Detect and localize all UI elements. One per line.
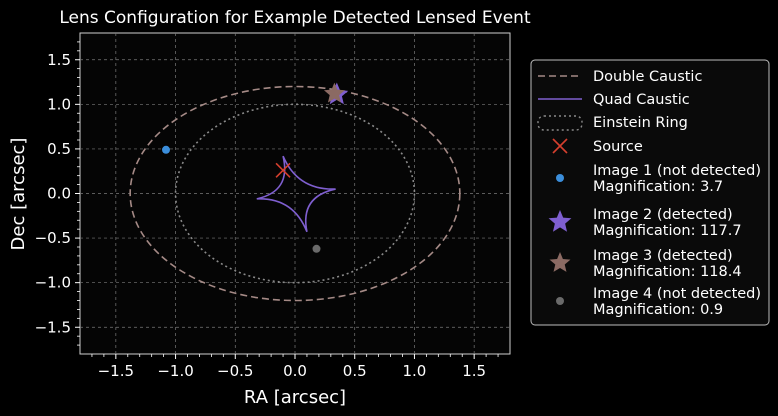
legend-image-1-label: Image 1 (not detected) — [593, 163, 761, 179]
image-3-marker — [323, 82, 345, 103]
x-tick-label: −1.5 — [98, 362, 134, 380]
source-cross-stroke — [275, 162, 291, 178]
legend-frame — [530, 59, 770, 326]
quad-caustic-curve — [256, 155, 336, 233]
x-tick-label: 1.5 — [462, 362, 486, 380]
y-tick-label: 1.5 — [47, 51, 71, 69]
legend-einstein-ring-label: Einstein Ring — [593, 115, 688, 131]
legend-image-2-handle — [548, 210, 572, 232]
y-tick-label: 0.0 — [47, 185, 71, 203]
legend-image-2-magnification: Magnification: 117.7 — [593, 223, 742, 239]
source-cross-stroke — [552, 138, 568, 154]
legend-image-3-magnification: Magnification: 118.4 — [593, 264, 742, 280]
x-tick-label: 0.0 — [283, 362, 307, 380]
axis-ticks: −1.5 −1.0 −0.5 0.0 0.5 1.0 1.5 1.5 1.0 0.5 0.0 −0.5… — [35, 41, 499, 380]
y-tick-label: −0.5 — [35, 229, 71, 247]
legend-quad-caustic-label: Quad Caustic — [593, 92, 690, 108]
image-4-marker — [312, 244, 321, 253]
legend-einstein-ring-handle — [537, 115, 583, 131]
legend-source-label: Source — [593, 139, 643, 155]
legend-source-handle — [552, 138, 568, 154]
legend-image-4-magnification: Magnification: 0.9 — [593, 302, 723, 318]
legend-double-caustic-label: Double Caustic — [593, 69, 702, 85]
einstein-ring-curve — [174, 103, 416, 284]
chart-legend: Double Caustic Quad Caustic Einstein Ring S… — [530, 59, 770, 326]
image-1-marker — [162, 145, 170, 154]
x-tick-label: 1.0 — [403, 362, 427, 380]
x-tick-label: −0.5 — [217, 362, 253, 380]
lens-curves — [129, 85, 461, 302]
double-caustic-curve — [129, 85, 461, 302]
x-tick-label: −1.0 — [157, 362, 193, 380]
x-tick-label: 0.5 — [343, 362, 367, 380]
legend-image-1-magnification: Magnification: 3.7 — [593, 179, 723, 195]
legend-image-4-handle — [556, 297, 564, 305]
data-markers — [162, 82, 349, 253]
y-tick-label: 0.5 — [47, 140, 71, 158]
legend-image-4-label: Image 4 (not detected) — [593, 286, 761, 302]
chart-title: Lens Configuration for Example Detected … — [59, 8, 531, 28]
y-tick-label: −1.0 — [35, 274, 71, 292]
legend-image-3-label: Image 3 (detected) — [593, 248, 733, 264]
y-axis-label: Dec [arcsec] — [8, 138, 29, 251]
legend-image-3-handle — [549, 252, 571, 272]
y-tick-label: 1.0 — [47, 95, 71, 113]
y-tick-label: −1.5 — [35, 318, 71, 336]
x-axis-label: RA [arcsec] — [244, 387, 346, 408]
legend-image-1-handle — [556, 174, 564, 182]
source-marker — [275, 162, 291, 178]
legend-image-2-label: Image 2 (detected) — [593, 207, 733, 223]
plot-axes: −1.5 −1.0 −0.5 0.0 0.5 1.0 1.5 1.5 1.0 0.5 0.0 −0.5… — [35, 32, 511, 380]
